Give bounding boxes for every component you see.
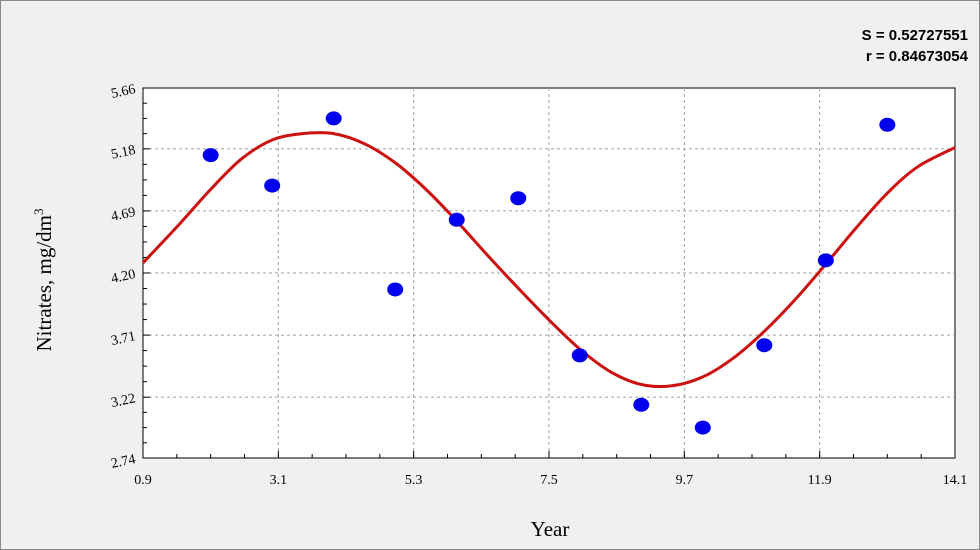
data-point	[264, 178, 281, 193]
x-tick-label: 5.3	[405, 473, 423, 488]
x-tick-label: 9.7	[676, 473, 694, 488]
fit-curve	[141, 131, 956, 389]
x-tick-label: 3.1	[270, 473, 288, 488]
y-tick-label: 2.74	[110, 452, 137, 472]
y-tick-label: 4.69	[110, 205, 137, 225]
data-point	[633, 397, 650, 412]
data-point	[756, 338, 773, 353]
x-tick-labels: 0.9 3.1 5.3 7.5 9.7 11.9 14.1	[134, 473, 967, 488]
y-axis-title-superscript: 3	[31, 209, 46, 216]
s-statistic: S = 0.52727551	[862, 27, 968, 44]
r-statistic: r = 0.84673054	[866, 48, 969, 65]
y-tick-label: 3.71	[110, 329, 137, 349]
y-tick-label: 3.22	[110, 391, 137, 411]
data-point	[202, 148, 219, 163]
data-point	[694, 420, 711, 435]
axis-ticks	[142, 87, 956, 459]
data-point	[387, 282, 404, 297]
data-point	[510, 191, 527, 206]
x-tick-label: 14.1	[943, 473, 968, 488]
x-tick-label: 7.5	[540, 473, 558, 488]
data-point	[571, 348, 588, 363]
y-tick-label: 5.18	[110, 143, 137, 163]
x-tick-label: 0.9	[134, 473, 152, 488]
data-point	[879, 117, 896, 132]
y-axis-title-text: Nitrates, mg/dm	[32, 215, 56, 351]
data-point	[817, 253, 834, 268]
y-tick-label: 5.66	[110, 82, 137, 102]
data-point	[325, 111, 342, 126]
x-tick-label: 11.9	[808, 473, 832, 488]
grid-lines	[143, 88, 955, 458]
y-tick-labels: 2.74 3.22 3.71 4.20 4.69 5.18 5.66	[110, 82, 137, 472]
y-axis-title: Nitrates, mg/dm3	[31, 209, 56, 352]
y-tick-label: 4.20	[110, 267, 137, 287]
data-point	[448, 212, 465, 227]
x-axis-title: Year	[531, 517, 570, 541]
data-points	[202, 111, 896, 435]
